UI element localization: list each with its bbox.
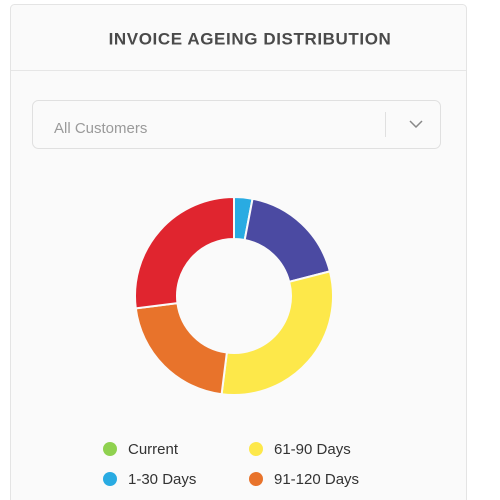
widget-title: INVOICE AGEING DISTRIBUTION (109, 29, 392, 48)
legend-swatch (103, 442, 117, 456)
legend-swatch (103, 472, 117, 486)
customer-dropdown[interactable]: All Customers (32, 100, 441, 149)
legend-swatch (249, 442, 263, 456)
legend-swatch (249, 472, 263, 486)
dropdown-box[interactable] (32, 100, 441, 149)
card (10, 4, 467, 500)
dropdown-placeholder[interactable]: All Customers (54, 120, 147, 137)
legend-label: 1-30 Days (128, 471, 196, 488)
donut-slice (220, 270, 334, 396)
legend-label: Current (128, 441, 179, 458)
dropdown-chevron[interactable] (409, 120, 423, 129)
donut-slice (134, 195, 235, 310)
legend-label: 61-90 Days (274, 441, 351, 458)
legend-label: 91-120 Days (274, 471, 359, 488)
